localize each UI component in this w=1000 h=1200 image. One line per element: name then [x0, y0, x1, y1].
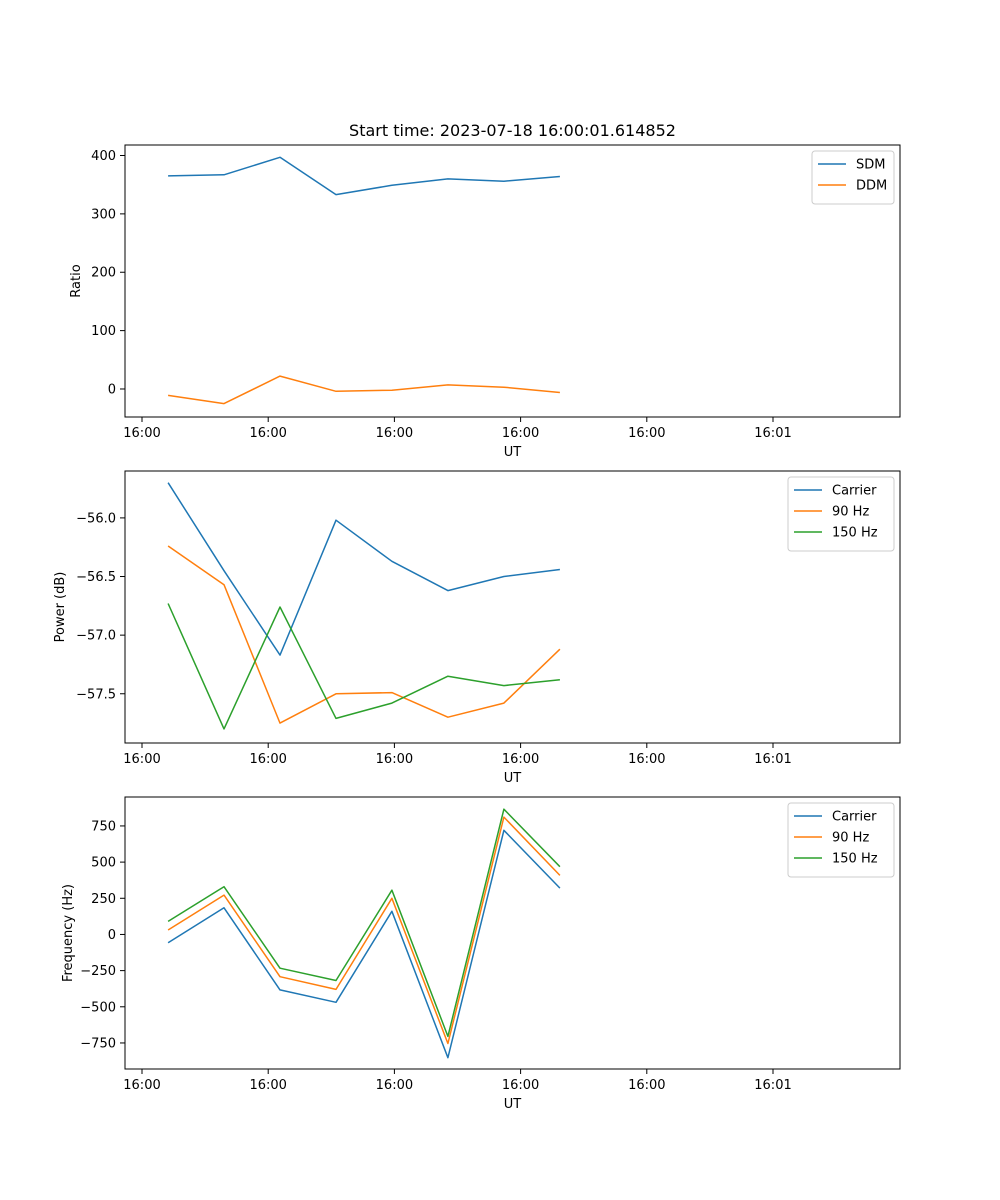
- x-tick-label: 16:00: [376, 1078, 413, 1093]
- series-line-150-hz: [167, 603, 560, 730]
- chart-panel-2: 16:00 16:00 16:00 16:00 16:00 16:01 UT −56.0 −56…: [53, 470, 901, 786]
- legend: Carrier 90 Hz 150 Hz: [787, 476, 895, 552]
- series-line-ddm: [167, 375, 560, 405]
- y-tick-label: 200: [91, 266, 116, 281]
- x-tick-label: 16:00: [376, 752, 413, 767]
- y-tick-label: −500: [80, 1000, 116, 1015]
- x-tick-label: 16:00: [628, 426, 665, 441]
- series-line-90-hz: [167, 545, 561, 724]
- x-tick-label: 16:00: [123, 1078, 160, 1093]
- x-tick-label: 16:01: [754, 752, 791, 767]
- series-line-150-hz: [167, 808, 561, 1038]
- x-axis-label: UT: [504, 771, 522, 786]
- series-line-sdm: [168, 156, 560, 196]
- x-tick-label: 16:00: [249, 1078, 286, 1093]
- legend-label: DDM: [856, 179, 887, 194]
- legend-label: SDM: [856, 158, 885, 173]
- y-tick-label: 0: [108, 382, 116, 397]
- y-tick-label: −56.5: [76, 570, 116, 585]
- x-tick-label: 16:00: [502, 1078, 539, 1093]
- x-tick-label: 16:00: [123, 752, 160, 767]
- series-line-carrier: [167, 829, 561, 1059]
- plot-frame: [124, 796, 901, 1070]
- legend-label: Carrier: [832, 484, 877, 499]
- x-tick-label: 16:00: [628, 1078, 665, 1093]
- y-tick-label: 300: [91, 207, 116, 222]
- x-tick-label: 16:00: [376, 426, 413, 441]
- chart-title: Start time: 2023-07-18 16:00:01.614852: [349, 121, 676, 140]
- y-tick-label: 400: [91, 149, 116, 164]
- y-tick-label: −57.0: [76, 629, 116, 644]
- y-tick-label: −56.0: [76, 511, 116, 526]
- legend-label: 90 Hz: [832, 831, 869, 846]
- x-tick-label: 16:00: [502, 426, 539, 441]
- x-tick-label: 16:00: [502, 752, 539, 767]
- x-tick-label: 16:01: [754, 426, 791, 441]
- x-tick-label: 16:01: [754, 1078, 791, 1093]
- legend: Carrier 90 Hz 150 Hz: [787, 802, 895, 878]
- legend-label: 150 Hz: [832, 526, 878, 541]
- legend: SDM DDM: [811, 150, 895, 205]
- x-tick-label: 16:00: [249, 426, 286, 441]
- x-axis-label: UT: [504, 445, 522, 460]
- y-axis-label: Frequency (Hz): [61, 884, 76, 982]
- legend-label: 150 Hz: [832, 852, 878, 867]
- y-tick-label: 100: [91, 324, 116, 339]
- plot-frame: [124, 470, 901, 744]
- y-tick-label: 250: [91, 892, 116, 907]
- y-tick-label: 500: [91, 856, 116, 871]
- legend-label: Carrier: [832, 810, 877, 825]
- y-axis-label: Ratio: [69, 264, 84, 297]
- chart-panel-1: Start time: 2023-07-18 16:00:01.614852 16…: [69, 121, 901, 460]
- y-tick-label: −750: [80, 1036, 116, 1051]
- plot-frame: [124, 144, 901, 418]
- legend-label: 90 Hz: [832, 505, 869, 520]
- x-tick-label: 16:00: [123, 426, 160, 441]
- y-tick-label: 0: [108, 928, 116, 943]
- series-line-90-hz: [167, 816, 561, 1045]
- y-axis-label: Power (dB): [53, 572, 68, 643]
- x-tick-label: 16:00: [628, 752, 665, 767]
- y-tick-label: −57.5: [76, 687, 116, 702]
- x-axis-label: UT: [504, 1097, 522, 1112]
- y-tick-label: −250: [80, 964, 116, 979]
- x-tick-label: 16:00: [249, 752, 286, 767]
- chart-panel-3: 16:00 16:00 16:00 16:00 16:00 16:01 UT 750 500 25…: [61, 796, 901, 1112]
- series-line-carrier: [167, 482, 560, 656]
- y-tick-label: 750: [91, 819, 116, 834]
